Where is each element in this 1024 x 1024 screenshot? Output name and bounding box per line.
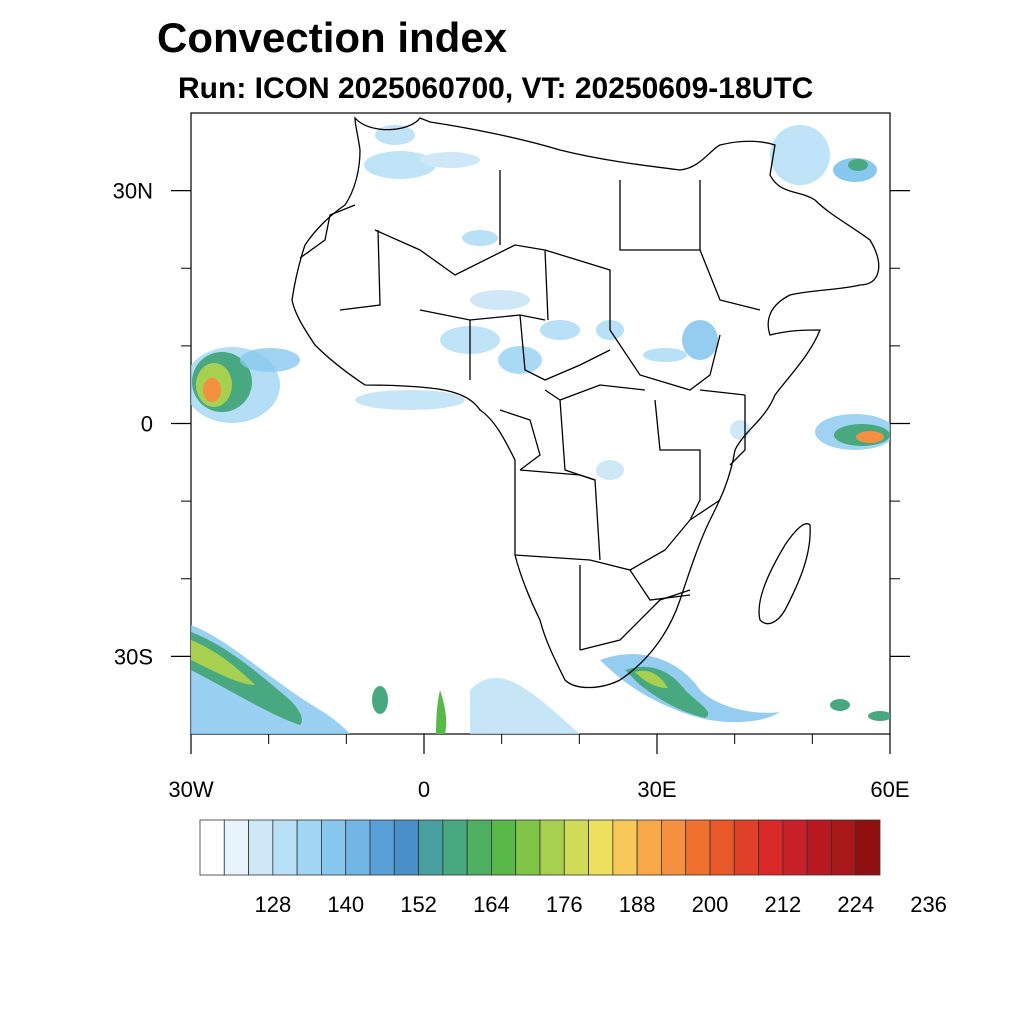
colorbar-label: 152 [400,892,437,917]
colorbar-label: 164 [473,892,510,917]
colorbar-swatch [199,819,225,876]
colorbar-swatch [758,819,784,876]
colorbar-label: 200 [692,892,729,917]
colorbar-swatch [661,819,687,876]
colorbar-swatch [709,819,735,876]
colorbar-swatch [612,819,638,876]
colorbar-swatch [806,819,832,876]
map-frame [190,112,891,735]
colorbar-swatch [272,819,298,876]
colorbar-swatch [855,819,881,876]
lat-tick-label: 30N [113,179,153,204]
colorbar-label: 212 [764,892,801,917]
colorbar-swatch [563,819,589,876]
colorbar-swatch [345,819,371,876]
coastlines [291,116,880,689]
colorbar-label: 128 [254,892,291,917]
colorbar-swatch [539,819,565,876]
lat-tick-label: 30S [114,644,153,669]
colorbar-swatch [466,819,492,876]
colorbar-label: 140 [327,892,364,917]
colorbar-swatch [393,819,419,876]
lon-tick-label: 60E [870,777,909,802]
colorbar-swatch [442,819,468,876]
colorbar-swatch [636,819,662,876]
colorbar: 128 140 152 164 176 188 200 212 224 236 [199,819,947,917]
colorbar-swatch [369,819,395,876]
colorbar-swatch [248,819,274,876]
lon-tick-label: 0 [418,777,430,802]
colorbar-swatch [831,819,857,876]
colorbar-label: 224 [837,892,874,917]
colorbar-swatch [782,819,808,876]
map-axes: 30W 0 30E 60E 30N 0 30S [113,179,910,802]
colorbar-label: 176 [546,892,583,917]
colorbar-swatch [588,819,614,876]
map-title: Convection index [157,14,508,61]
colorbar-swatch [733,819,759,876]
colorbar-swatch [321,819,347,876]
colorbar-label: 236 [910,892,947,917]
colorbar-swatch [685,819,711,876]
colorbar-swatch [491,819,517,876]
colorbar-swatch [296,819,322,876]
map-subtitle: Run: ICON 2025060700, VT: 20250609-18UTC [178,72,814,105]
lat-tick-label: 0 [141,412,153,437]
lon-tick-label: 30W [168,777,213,802]
colorbar-swatch [515,819,541,876]
colorbar-label: 188 [619,892,656,917]
lon-tick-label: 30E [637,777,676,802]
colorbar-swatch [223,819,249,876]
colorbar-swatch [418,819,444,876]
